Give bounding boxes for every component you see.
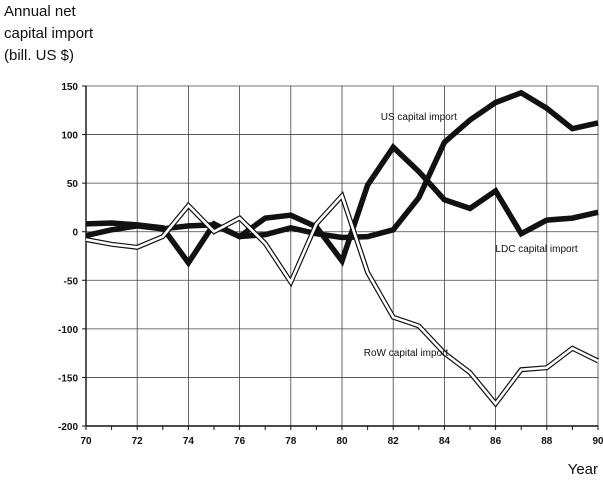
x-tick-label: 82 xyxy=(388,436,400,447)
x-tick-label: 74 xyxy=(183,436,195,447)
ldc-capital-import-label: LDC capital import xyxy=(495,244,577,255)
x-tick-label: 70 xyxy=(80,436,92,447)
row-capital-import-label: RoW capital import xyxy=(364,348,449,359)
plot-frame xyxy=(82,85,599,430)
y-tick-label: 50 xyxy=(67,179,79,190)
y-tick-label: -150 xyxy=(58,373,78,384)
x-axis-title: Year xyxy=(568,461,598,478)
x-tick-label: 88 xyxy=(541,436,553,447)
y-tick-labels: 150 100 50 0 -50 -100 -150 -200 xyxy=(58,82,78,433)
row-capital-import-line xyxy=(85,193,599,406)
y-tick-label: -200 xyxy=(58,422,78,433)
y-axis-title-line-2: capital import xyxy=(4,25,94,42)
y-tick-label: -50 xyxy=(64,276,79,287)
series-annotations: US capital import LDC capital import RoW c… xyxy=(364,112,578,359)
x-tick-label: 80 xyxy=(336,436,348,447)
x-tick-label: 76 xyxy=(234,436,246,447)
y-axis-title-line-1: Annual net xyxy=(4,3,77,20)
x-tick-labels: 70 72 74 76 78 80 82 84 86 88 90 xyxy=(80,436,603,447)
series-lines xyxy=(85,89,600,408)
us-capital-import-label: US capital import xyxy=(381,112,457,123)
x-tick-label: 84 xyxy=(439,436,451,447)
y-axis-title-line-3: (bill. US $) xyxy=(4,47,74,64)
x-tick-label: 78 xyxy=(285,436,297,447)
x-tick-label: 72 xyxy=(132,436,144,447)
y-axis-title: Annual net capital import (bill. US $) xyxy=(4,3,94,64)
x-tick-label: 86 xyxy=(490,436,502,447)
x-tick-label: 90 xyxy=(592,436,603,447)
y-tick-label: 150 xyxy=(61,82,78,93)
y-tick-label: -100 xyxy=(58,325,78,336)
y-tick-label: 100 xyxy=(61,131,78,142)
ldc-capital-import-line xyxy=(85,142,599,268)
y-tick-label: 0 xyxy=(72,228,78,239)
